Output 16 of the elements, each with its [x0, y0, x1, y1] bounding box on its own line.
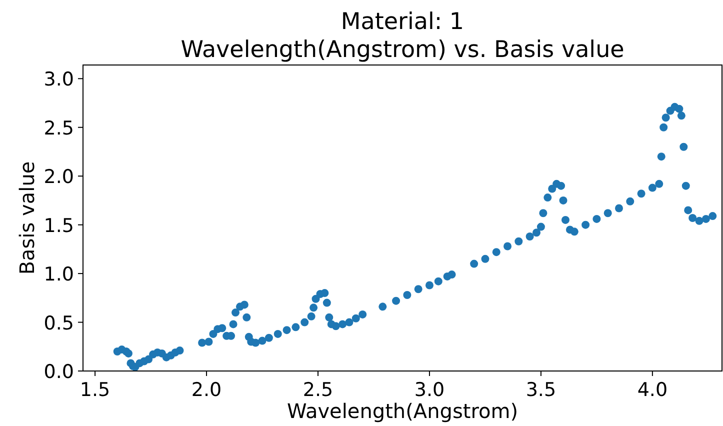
y-tick-label: 2.0	[44, 166, 74, 188]
x-tick-label: 1.5	[80, 379, 110, 401]
y-tick-label: 0.5	[44, 312, 74, 334]
x-tick-label: 2.0	[191, 379, 222, 401]
chart-title: Material: 1 Wavelength(Angstrom) vs. Basis value	[180, 9, 624, 63]
y-axis-title: Basis value	[15, 161, 39, 275]
x-axis-title: Wavelength(Angstrom)	[286, 399, 518, 423]
x-tick-label: 4.0	[637, 379, 668, 401]
x-tick-label: 3.5	[526, 379, 556, 401]
x-tick-label: 3.0	[414, 379, 445, 401]
x-tick-label: 2.5	[302, 379, 334, 401]
y-tick-label: 1.5	[44, 214, 74, 237]
y-tick-label: 3.0	[44, 68, 74, 91]
y-tick-label: 2.5	[44, 117, 74, 140]
y-tick-label: 0.0	[44, 361, 74, 383]
y-tick-label: 1.0	[44, 264, 74, 286]
